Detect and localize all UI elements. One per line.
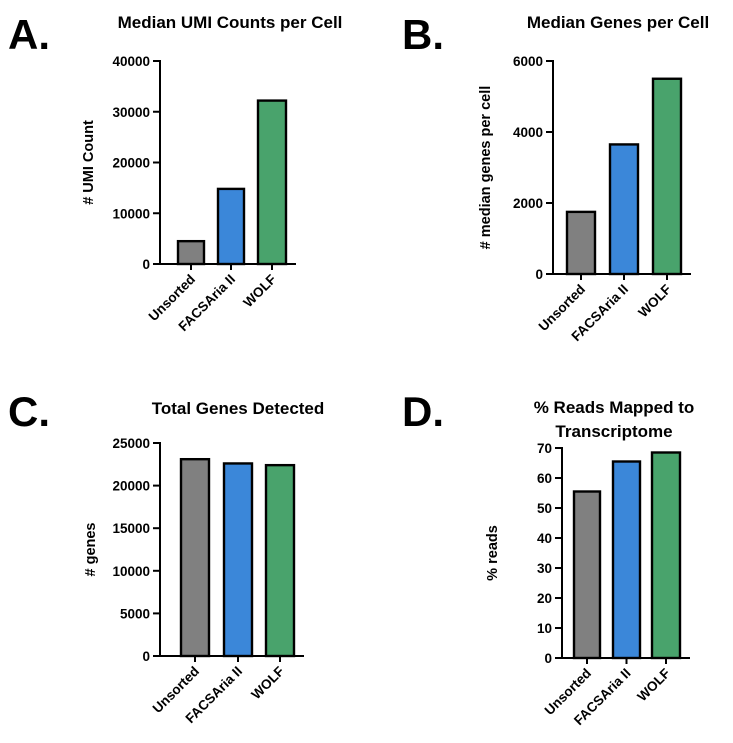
bar-wolf [256,99,288,266]
panel-letter-b: B. [402,11,444,58]
y-tick-label: 20000 [112,156,150,171]
bar-wolf [651,77,683,276]
bar-unsorted [176,239,206,266]
y-tick-label: 4000 [513,125,543,140]
y-tick-label: 6000 [513,54,543,69]
panel-a: A. Median UMI Counts per Cell 0 10000 2000… [8,11,342,334]
y-tick-label: 15000 [112,521,150,536]
y-tick-label: 50 [537,501,552,516]
bar-wolf [650,451,682,660]
bar-unsorted [572,490,602,660]
bar-facsaria-ii [611,460,642,660]
y-tick-label: 5000 [120,606,150,621]
y-tick-label: 0 [142,649,150,664]
bar-facsaria-ii [608,143,640,276]
panel-b: B. Median Genes per Cell 0200040006000Un… [402,11,709,344]
y-tick-label: 20000 [112,479,150,494]
bar-unsorted [565,210,597,276]
y-tick-label: 2000 [513,196,543,211]
y-tick-label: 0 [142,257,150,272]
panel-letter-d: D. [402,388,444,435]
y-axis-label: % reads [485,525,501,581]
chart-title-d-line2: Transcriptome [555,422,672,441]
panel-letter-a: A. [8,11,50,58]
y-axis-label: # median genes per cell [478,86,494,250]
y-tick-label: 60 [537,471,552,486]
bar-wolf [264,463,296,658]
panel-d: D. % Reads Mapped to Transcriptome 0 10 20… [402,388,694,728]
panel-c: C. Total Genes Detected 0 5000 10000 15000 2… [8,388,324,726]
chart-title-c: Total Genes Detected [152,399,325,418]
y-tick-label: 30000 [112,105,150,120]
bar-unsorted [179,457,211,658]
panel-letter-c: C. [8,388,50,435]
bar-facsaria-ii [216,187,246,266]
x-tick-label: WOLF [634,666,673,705]
y-tick-label: 25000 [112,436,150,451]
y-tick-label: 40000 [112,54,150,69]
y-tick-label: 70 [537,441,552,456]
y-tick-label: 10000 [112,206,150,221]
y-axis-label: # UMI Count [81,120,97,205]
y-tick-label: 40 [537,531,552,546]
chart-c: 0500010000150002000025000UnsortedFACSAri… [83,436,304,726]
y-tick-label: 10000 [112,564,150,579]
chart-title-d-line1: % Reads Mapped to [534,398,695,417]
y-tick-label: 20 [537,591,552,606]
y-tick-label: 30 [537,561,552,576]
x-tick-label: WOLF [248,664,287,703]
y-axis-label: # genes [83,523,99,577]
chart-title-b: Median Genes per Cell [527,13,709,32]
y-tick-label: 0 [535,267,543,282]
x-tick-label: WOLF [635,282,674,321]
chart-title-a: Median UMI Counts per Cell [118,13,343,32]
y-tick-label: 0 [544,651,552,666]
y-tick-label: 10 [537,621,552,636]
bar-facsaria-ii [222,462,254,658]
x-tick-label: WOLF [240,272,279,311]
